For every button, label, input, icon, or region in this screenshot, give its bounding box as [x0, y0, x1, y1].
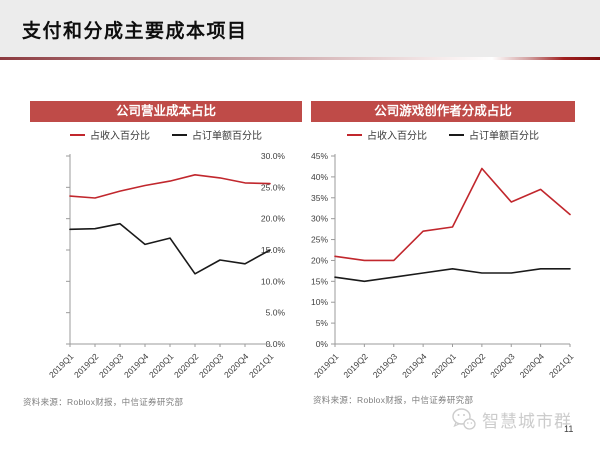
- x-tick-label: 2020Q3: [488, 351, 517, 380]
- chart-title-bar-right: 公司游戏创作者分成占比: [311, 101, 575, 122]
- y-tick-label: 5%: [316, 318, 329, 328]
- y-tick-label: 30%: [311, 214, 328, 224]
- x-tick-label: 2019Q2: [72, 351, 101, 380]
- panel-operating-cost: 公司营业成本占比 占收入百分比 占订单额百分比 30.0% 25.0% 20.0% 1…: [30, 101, 302, 394]
- y-tick-label: 5.0%: [266, 308, 286, 318]
- series-line-0: [69, 173, 271, 199]
- watermark-text: 智慧城市群: [482, 412, 572, 431]
- legend-line-icon: [70, 133, 85, 136]
- legend-line-icon: [449, 133, 464, 136]
- chart-canvas: 45% 40% 35% 30% 25% 20% 15% 10% 5% 0% 2019Q1 2019Q2…: [311, 151, 575, 380]
- y-tick-label: 35%: [311, 193, 328, 203]
- chart-canvas: 30.0%25.0%20.0%15.0%10.0%5.0%0.0%2019Q12…: [47, 151, 286, 380]
- y-tick-label: 10.0%: [261, 276, 286, 286]
- series-line-1: [334, 268, 571, 283]
- chart-legend-left: 占收入百分比 占订单额百分比: [30, 127, 302, 142]
- page-number: 11: [564, 424, 574, 434]
- y-tick-label: 25%: [311, 235, 328, 245]
- line-chart-operating-cost: 30.0% 25.0% 20.0% 15.0% 10.0% 5.0% 0.0% 2019Q1 2…: [30, 144, 302, 394]
- watermark: 智慧城市群: [450, 406, 572, 433]
- legend-item-revenue-pct: 占收入百分比: [70, 127, 150, 142]
- x-tick-label: 2020Q3: [197, 351, 226, 380]
- y-tick-label: 0%: [316, 339, 329, 349]
- legend-item-bookings-pct: 占订单额百分比: [172, 127, 262, 142]
- y-tick-label: 15%: [311, 276, 328, 286]
- legend-label: 占收入百分比: [90, 131, 150, 142]
- source-note-right: 资料来源：Roblox财报，中信证券研究部: [313, 395, 474, 405]
- y-tick-label: 30.0%: [261, 151, 286, 161]
- y-tick-label: 15.0%: [261, 245, 286, 255]
- x-tick-label: 2019Q3: [97, 351, 126, 380]
- legend-item-revenue-pct: 占收入百分比: [347, 127, 427, 142]
- chart-legend-right: 占收入百分比 占订单额百分比: [311, 127, 575, 142]
- y-tick-label: 20%: [311, 255, 328, 265]
- x-tick-label: 2020Q1: [429, 351, 458, 380]
- x-tick-label: 2020Q4: [518, 351, 547, 380]
- chat-bubbles-logo-icon: [452, 408, 476, 430]
- legend-line-icon: [347, 133, 362, 136]
- slide-header-band: 支付和分成主要成本项目: [0, 0, 600, 57]
- x-tick-label: 2019Q4: [400, 351, 429, 380]
- x-tick-label: 2021Q1: [247, 351, 276, 380]
- x-tick-label: 2021Q1: [547, 351, 575, 380]
- x-tick-label: 2019Q1: [312, 351, 341, 380]
- legend-label: 占订单额百分比: [469, 131, 539, 142]
- y-tick-label: 20.0%: [261, 214, 286, 224]
- legend-label: 占订单额百分比: [192, 131, 262, 142]
- x-tick-label: 2020Q1: [147, 351, 176, 380]
- series-line-0: [334, 167, 571, 262]
- legend-item-bookings-pct: 占订单额百分比: [449, 127, 539, 142]
- x-tick-label: 2020Q4: [222, 351, 251, 380]
- chart-title-bar-left: 公司营业成本占比: [30, 101, 302, 122]
- y-tick-label: 40%: [311, 172, 328, 182]
- y-tick-label: 45%: [311, 151, 328, 161]
- x-tick-label: 2019Q2: [341, 351, 370, 380]
- header-divider-line: [0, 57, 600, 60]
- y-tick-label: 25.0%: [261, 182, 286, 192]
- legend-label: 占收入百分比: [367, 131, 427, 142]
- x-tick-label: 2019Q4: [122, 351, 151, 380]
- legend-line-icon: [172, 133, 187, 136]
- slide-title: 支付和分成主要成本项目: [22, 21, 248, 42]
- source-note-left: 资料来源：Roblox财报，中信证券研究部: [23, 397, 184, 407]
- x-tick-label: 2019Q1: [47, 351, 76, 380]
- panel-creator-share: 公司游戏创作者分成占比 占收入百分比 占订单额百分比 45% 40% 35% 30% 2…: [311, 101, 575, 394]
- y-tick-label: 10%: [311, 297, 328, 307]
- x-tick-label: 2019Q3: [371, 351, 400, 380]
- y-tick-label: 0.0%: [266, 339, 286, 349]
- line-chart-creator-share: 45% 40% 35% 30% 25% 20% 15% 10% 5% 0% 2019Q1 2019Q2…: [311, 144, 575, 394]
- series-line-1: [69, 222, 271, 275]
- x-tick-label: 2020Q2: [459, 351, 488, 380]
- x-tick-label: 2020Q2: [172, 351, 201, 380]
